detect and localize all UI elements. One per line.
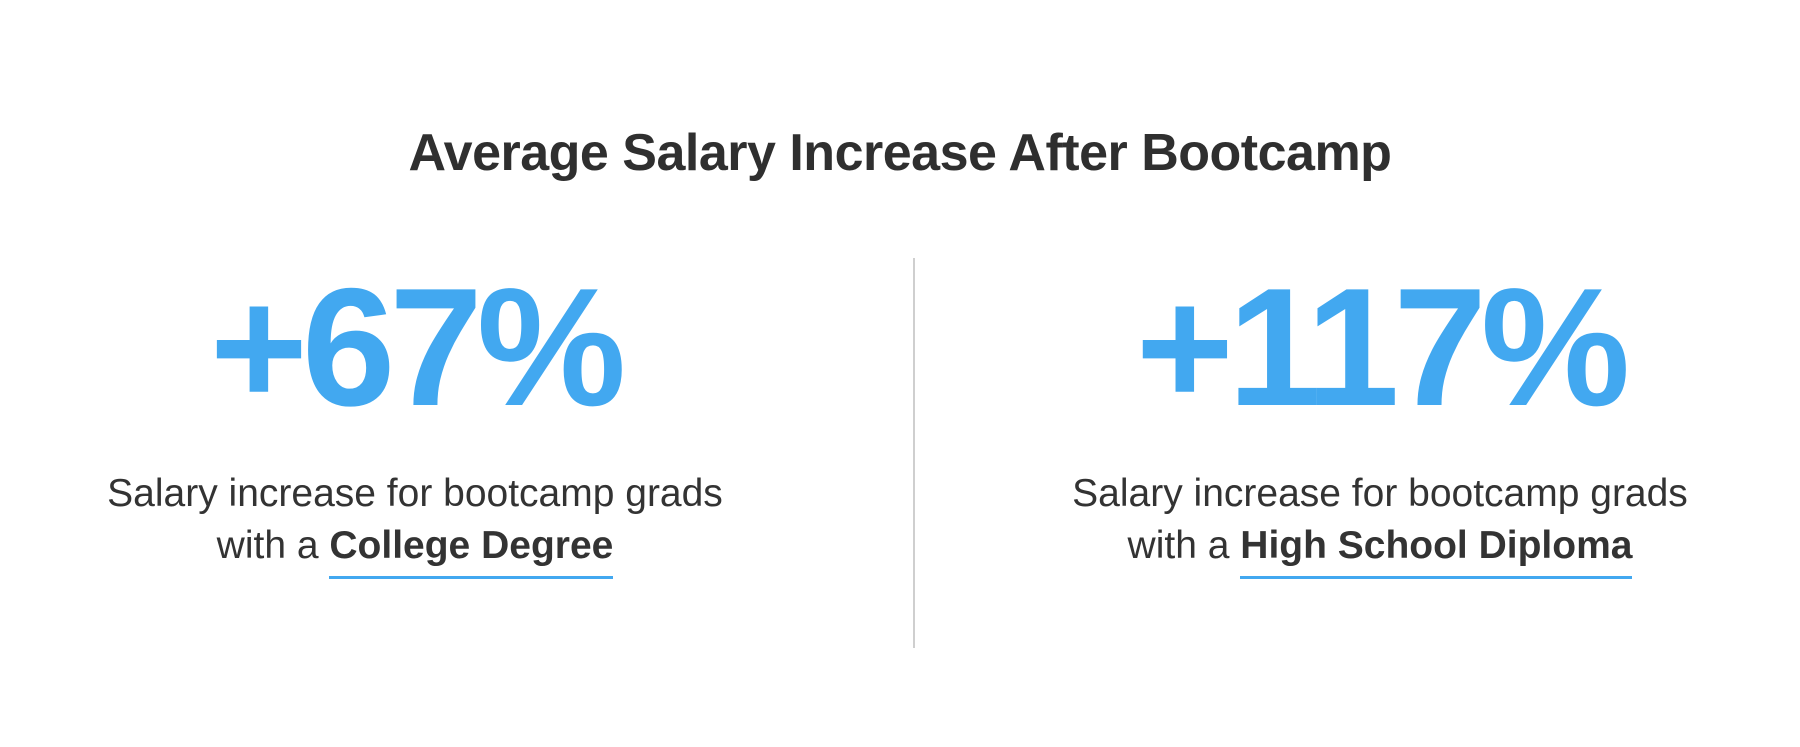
stat-description-line1: Salary increase for bootcamp grads [107, 472, 723, 515]
stat-description: Salary increase for bootcamp grads with … [60, 468, 770, 579]
stat-description-line2: with a College Degree [60, 520, 770, 579]
stat-emphasis-high-school-diploma: High School Diploma [1240, 520, 1633, 579]
stat-description-line1: Salary increase for bootcamp grads [1072, 472, 1688, 515]
stat-emphasis-college-degree: College Degree [329, 520, 614, 579]
column-divider [913, 258, 915, 648]
stat-value: +67% [209, 253, 626, 441]
stat-description-line2: with a High School Diploma [1020, 520, 1740, 579]
page-title: Average Salary Increase After Bootcamp [408, 124, 1392, 182]
stat-description: Salary increase for bootcamp grads with … [1020, 468, 1740, 579]
stat-description-prefix: with a [1127, 524, 1230, 567]
stat-value: +117% [1135, 253, 1631, 441]
stat-description-prefix: with a [216, 524, 319, 567]
stat-college-degree: +67% Salary increase for bootcamp grads … [60, 262, 770, 579]
stat-high-school-diploma: +117% Salary increase for bootcamp grads… [1020, 262, 1740, 579]
